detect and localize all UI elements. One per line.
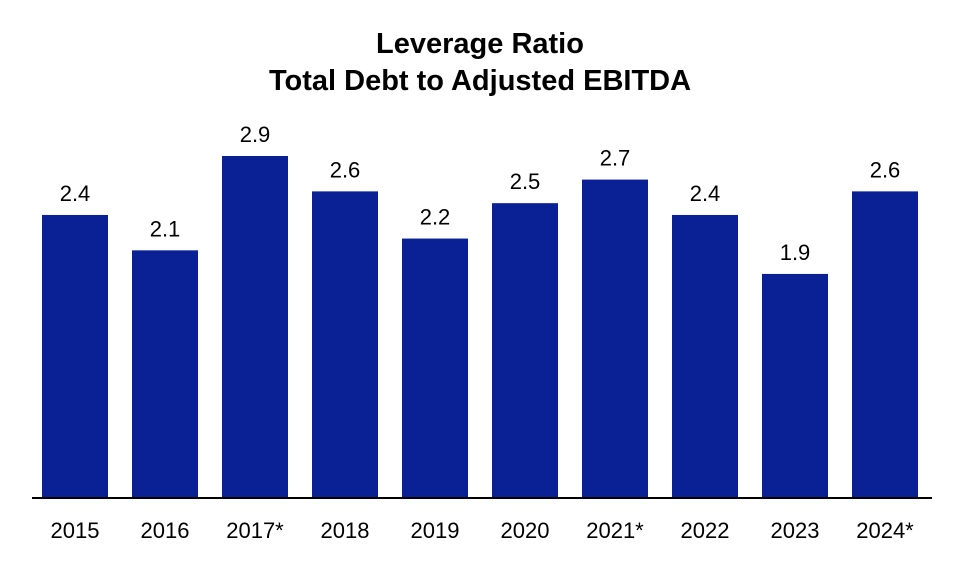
bar-2018: [312, 191, 378, 498]
bar-2024-star: [852, 191, 918, 498]
x-tick-label: 2017*: [226, 518, 284, 543]
bar-2015: [42, 214, 108, 498]
value-labels-layer: 2.4 2.1 2.9 2.6 2.2 2.5 2.7 2.4 1.9 2.6: [60, 122, 901, 265]
bar-value-label: 2.4: [60, 181, 91, 206]
bar-value-label: 2.5: [510, 169, 541, 194]
x-tick-label: 2024*: [856, 518, 914, 543]
bar-2019: [402, 238, 468, 498]
bar-value-label: 2.6: [330, 157, 361, 182]
bar-value-label: 2.6: [870, 157, 901, 182]
bar-value-label: 2.7: [600, 146, 631, 171]
bar-2023: [762, 273, 828, 498]
x-tick-label: 2016: [141, 518, 190, 543]
bar-2022: [672, 214, 738, 498]
x-tick-label: 2015: [51, 518, 100, 543]
bar-value-label: 2.1: [150, 216, 181, 241]
x-tick-label: 2020: [501, 518, 550, 543]
x-tick-label: 2019: [411, 518, 460, 543]
bar-2016: [132, 250, 198, 498]
bar-2021-star: [582, 179, 648, 498]
bar-value-label: 2.2: [420, 205, 451, 230]
chart-subtitle: Total Debt to Adjusted EBITDA: [268, 65, 692, 97]
x-tick-label: 2023: [771, 518, 820, 543]
bars-layer: [42, 156, 918, 498]
chart-title: Leverage Ratio: [376, 28, 584, 60]
x-tick-label: 2018: [321, 518, 370, 543]
bar-value-label: 2.9: [240, 122, 271, 147]
bar-value-label: 2.4: [690, 181, 721, 206]
x-tick-label: 2022: [681, 518, 730, 543]
x-tick-labels-layer: 2015 2016 2017* 2018 2019 2020 2021* 2022 2023 20…: [51, 518, 915, 543]
bar-2020: [492, 203, 558, 498]
bar-2017-star: [222, 156, 288, 498]
x-tick-label: 2021*: [586, 518, 644, 543]
bar-value-label: 1.9: [780, 240, 811, 265]
